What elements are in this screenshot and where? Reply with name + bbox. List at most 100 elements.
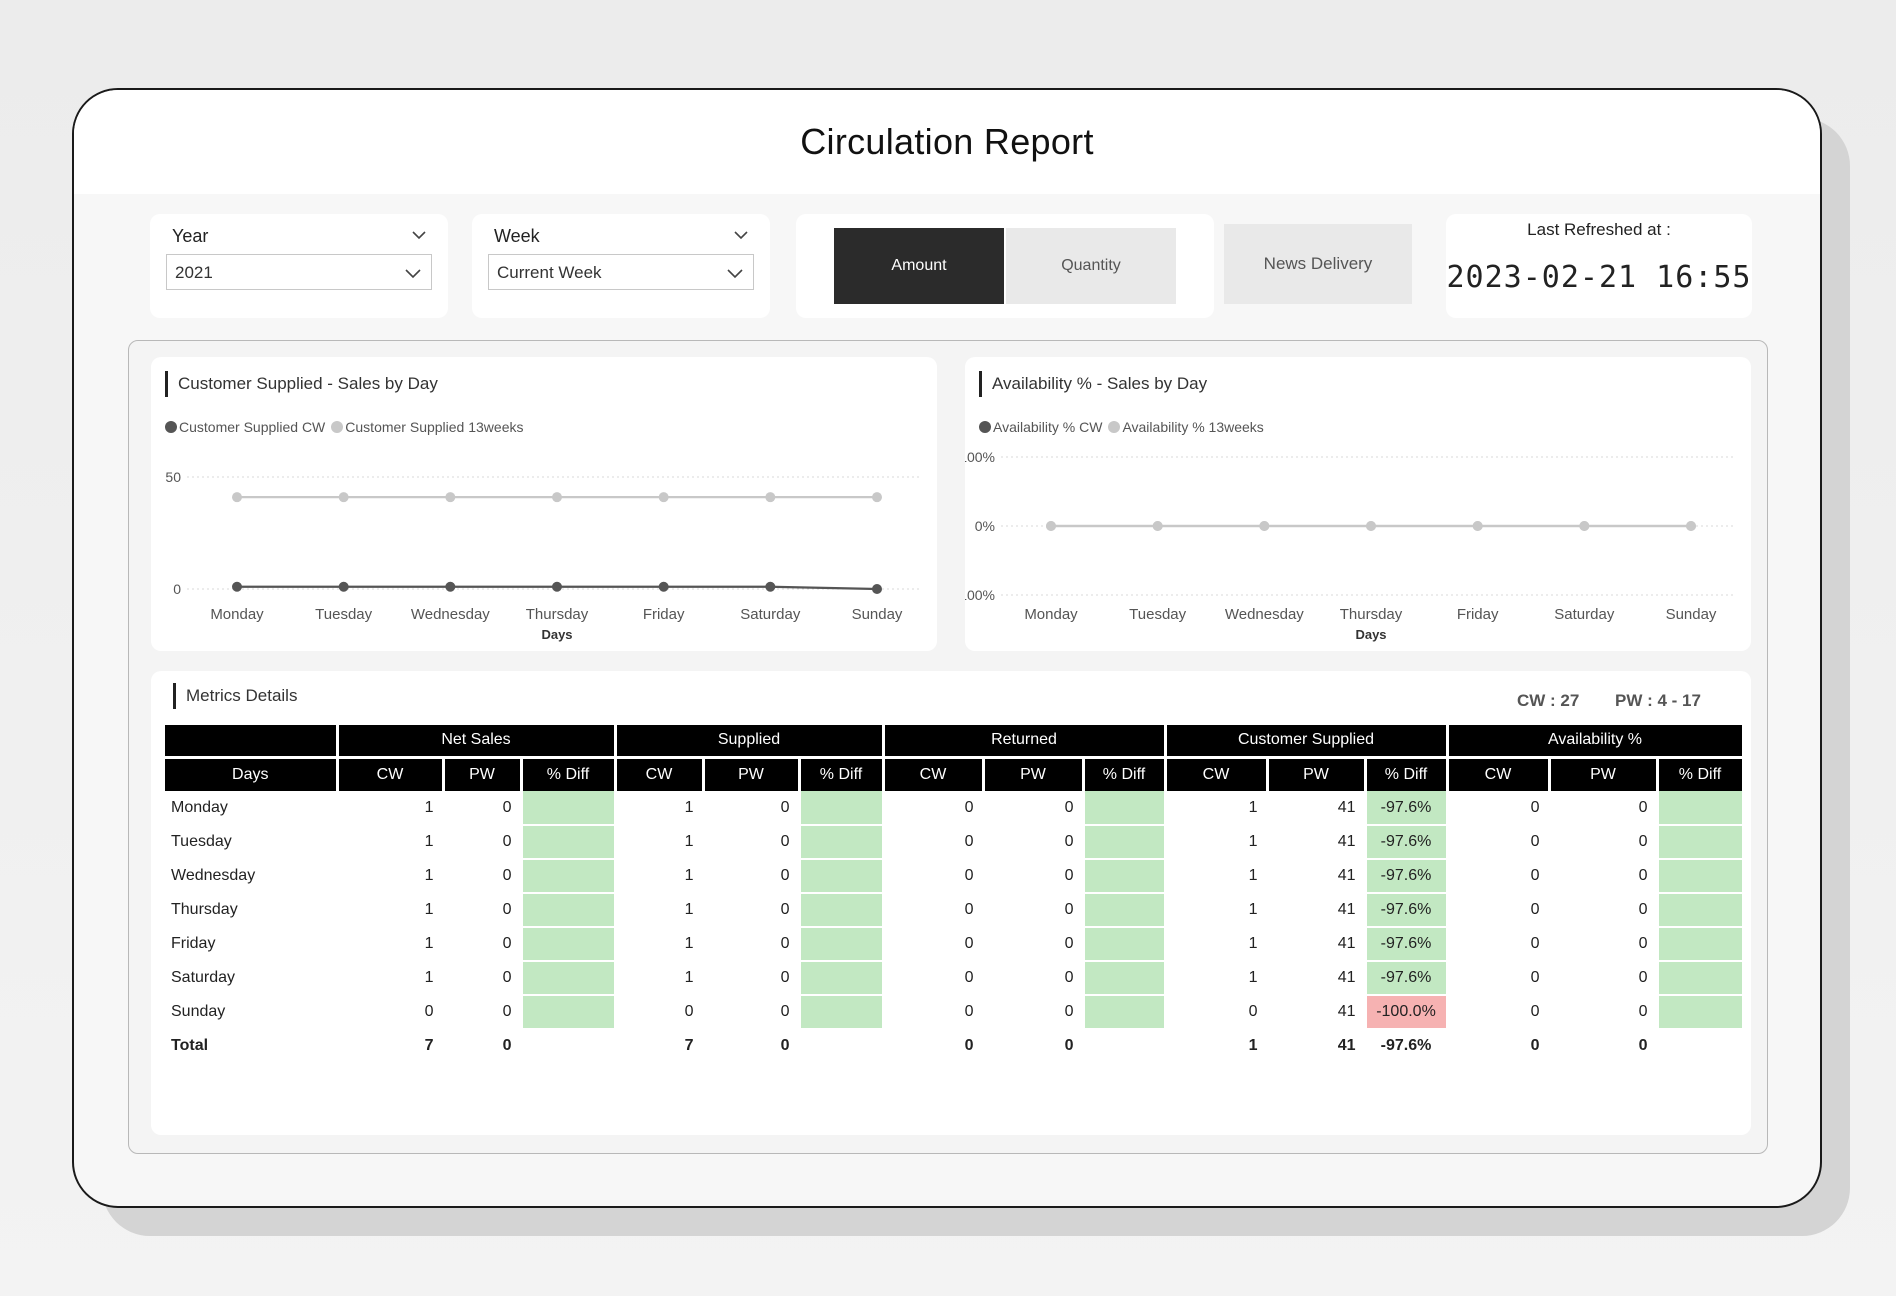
column-header[interactable]: % Diff [1083, 757, 1167, 791]
chevron-down-icon[interactable] [403, 263, 423, 283]
x-tick-label: Saturday [1554, 606, 1615, 623]
x-tick-label: Friday [1457, 606, 1499, 623]
diff-cell [799, 893, 885, 928]
cw-total-cell: 7 [614, 1029, 705, 1064]
pw-cell: 0 [983, 961, 1085, 996]
chevron-down-icon[interactable] [732, 226, 750, 244]
x-tick-label: Thursday [1340, 606, 1403, 623]
cw-cell: 0 [882, 927, 985, 962]
column-header[interactable]: PW [983, 757, 1085, 791]
chevron-down-icon[interactable] [410, 226, 428, 244]
column-header[interactable]: PW [703, 757, 801, 791]
pw-cell: 0 [983, 927, 1085, 962]
chevron-down-icon[interactable] [725, 263, 745, 283]
diff-cell: -97.6% [1365, 927, 1449, 962]
week-dropdown[interactable]: Current Week [488, 254, 754, 290]
pw-cell: 0 [443, 859, 523, 894]
x-tick-label: Tuesday [315, 606, 372, 623]
pw-total-cell: 0 [443, 1029, 523, 1064]
column-header[interactable]: CW [337, 757, 445, 791]
column-header[interactable]: CW [615, 757, 705, 791]
column-header[interactable]: CW [1447, 757, 1551, 791]
amount-label: Amount [891, 257, 947, 274]
table-row: Sunday 0 0 0 0 0 0 0 41 -100.0% 0 0 [165, 995, 1745, 1030]
cw-cell: 0 [882, 995, 985, 1030]
quantity-button[interactable]: Quantity [1006, 228, 1176, 304]
data-point [552, 492, 562, 503]
cw-cell: 1 [614, 791, 705, 826]
x-tick-label: Sunday [852, 606, 903, 623]
pw-cell: 0 [1549, 893, 1659, 928]
legend-dot-icon [331, 421, 344, 433]
column-header[interactable]: CW [1165, 757, 1269, 791]
column-header[interactable]: PW [1549, 757, 1659, 791]
customer-supplied-line-chart: 0 50 Monday Tuesday Wednesday Thursday Friday S… [165, 469, 921, 642]
diff-cell [1657, 825, 1745, 860]
group-header: Supplied [615, 725, 885, 759]
quantity-label: Quantity [1061, 257, 1121, 274]
column-header[interactable]: % Diff [1365, 757, 1449, 791]
header-spacer [165, 725, 339, 759]
x-tick-label: Friday [643, 606, 685, 623]
x-tick-label: Thursday [526, 606, 589, 623]
legend-item-cw[interactable]: Customer Supplied CW [165, 419, 325, 435]
year-slicer[interactable]: Year 2021 [150, 214, 448, 318]
column-header[interactable]: CW [883, 757, 985, 791]
group-header: Returned [883, 725, 1167, 759]
diff-cell [1657, 859, 1745, 894]
diff-cell [1657, 893, 1745, 928]
pw-indicator: PW : 4 - 17 [1615, 691, 1701, 710]
days-header[interactable]: Days [165, 757, 339, 791]
column-header[interactable]: PW [443, 757, 523, 791]
data-point [658, 492, 669, 503]
data-point [1259, 521, 1270, 531]
diff-total-cell [1657, 1029, 1745, 1064]
cw-indicator: CW : 27 [1517, 691, 1580, 710]
diff-cell: -100.0% [1365, 995, 1449, 1030]
table-row: Monday 1 0 1 0 0 0 1 41 -97.6% 0 0 [165, 791, 1745, 826]
column-header[interactable]: PW [1267, 757, 1367, 791]
cw-cell: 0 [882, 859, 985, 894]
legend-item-13weeks[interactable]: Customer Supplied 13weeks [331, 419, 524, 435]
data-point [872, 492, 882, 503]
pw-cell: 0 [703, 791, 801, 826]
news-delivery-button[interactable]: News Delivery [1224, 224, 1412, 304]
diff-total-cell [1083, 1029, 1167, 1064]
amount-button[interactable]: Amount [834, 228, 1004, 304]
data-point [1046, 521, 1056, 531]
pw-cell: 0 [1549, 825, 1659, 860]
data-point [1152, 521, 1163, 531]
cw-total-cell: 0 [882, 1029, 985, 1064]
column-header[interactable]: % Diff [1657, 757, 1745, 791]
cw-cell: 1 [1164, 859, 1269, 894]
table-row: Saturday 1 0 1 0 0 0 1 41 -97.6% 0 0 [165, 961, 1745, 996]
pw-cell: 41 [1267, 961, 1367, 996]
diff-cell [799, 825, 885, 860]
diff-cell [521, 791, 617, 826]
week-slicer[interactable]: Week Current Week [472, 214, 770, 318]
cw-cell: 0 [1446, 859, 1551, 894]
group-header: Availability % [1447, 725, 1745, 759]
total-label: Total [165, 1029, 339, 1064]
legend-item-13weeks[interactable]: Availability % 13weeks [1108, 419, 1264, 435]
diff-cell [1083, 893, 1167, 928]
column-header[interactable]: % Diff [521, 757, 617, 791]
x-tick-label: Saturday [740, 606, 801, 623]
diff-cell [1657, 995, 1745, 1030]
cw-cell: 1 [614, 859, 705, 894]
x-tick-label: Sunday [1666, 606, 1717, 623]
year-value: 2021 [175, 263, 213, 282]
pw-cell: 41 [1267, 995, 1367, 1030]
cw-cell: 0 [1446, 961, 1551, 996]
y-tick-label: -100% [965, 587, 995, 603]
x-axis-label: Days [541, 627, 572, 642]
year-dropdown[interactable]: 2021 [166, 254, 432, 290]
x-tick-label: Wednesday [411, 606, 490, 623]
column-header[interactable]: % Diff [799, 757, 885, 791]
news-delivery-label: News Delivery [1263, 254, 1373, 273]
diff-cell [521, 995, 617, 1030]
data-point [658, 581, 669, 592]
legend-item-cw[interactable]: Availability % CW [979, 419, 1102, 435]
cw-cell: 1 [1164, 825, 1269, 860]
legend-dot-icon [165, 421, 177, 433]
